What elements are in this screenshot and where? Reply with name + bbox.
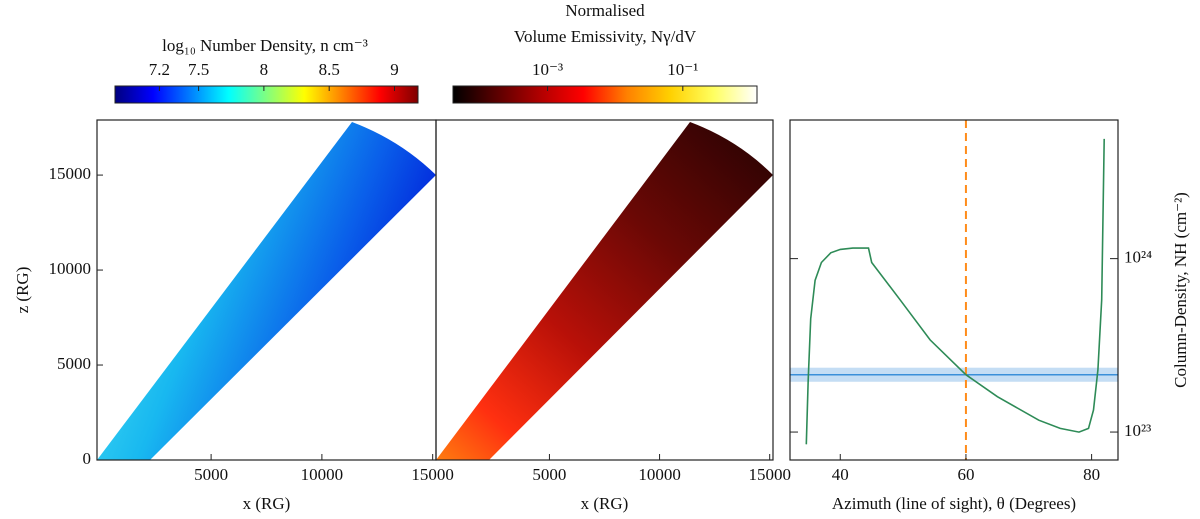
emissivity-map: [436, 122, 773, 460]
x-tick-label: 80: [1083, 465, 1100, 484]
colorbar: [452, 85, 758, 104]
x-tick-label: 60: [957, 465, 974, 484]
x-tick-label: 40: [832, 465, 849, 484]
x-tick-label: 10000: [638, 465, 681, 484]
y-axis-label: Column-Density, NH (cm⁻²): [1171, 192, 1190, 388]
axes-frame: [435, 119, 774, 461]
density-map: [97, 122, 436, 460]
data-line: [805, 138, 1105, 445]
colorbar: [114, 85, 419, 104]
axes-frame: [789, 119, 1119, 461]
colorbar-title: Normalised: [565, 1, 645, 20]
y-tick-label: 0: [83, 449, 92, 468]
y-tick-label: 10000: [49, 259, 92, 278]
y-axis-label: z (RG): [13, 267, 32, 314]
y-tick-label: 10²³: [1124, 421, 1151, 440]
colorbar-tick-label: 10⁻¹: [667, 60, 698, 79]
x-tick-label: 5000: [194, 465, 228, 484]
y-tick-label: 5000: [57, 354, 91, 373]
x-tick-label: 5000: [532, 465, 566, 484]
colorbar-tick-label: 10⁻³: [532, 60, 563, 79]
x-tick-label: 10000: [301, 465, 344, 484]
x-axis-label: x (RG): [243, 494, 291, 513]
colorbar-tick-label: 7.5: [188, 60, 209, 79]
x-axis-label: x (RG): [581, 494, 629, 513]
x-axis-label: Azimuth (line of sight), θ (Degrees): [832, 494, 1076, 513]
colorbar-label: Volume Emissivity, Nγ/dV: [514, 27, 697, 46]
y-tick-label: 15000: [49, 164, 92, 183]
x-tick-label: 15000: [411, 465, 454, 484]
colorbar-tick-label: 7.2: [149, 60, 170, 79]
colorbar-tick-label: 8: [260, 60, 269, 79]
colorbar-tick-label: 8.5: [319, 60, 340, 79]
y-tick-label: 10²⁴: [1124, 248, 1152, 267]
colorbar-label: log₁₀ Number Density, n cm⁻³: [162, 36, 368, 55]
colorbar-tick-label: 9: [390, 60, 399, 79]
x-tick-label: 15000: [748, 465, 791, 484]
